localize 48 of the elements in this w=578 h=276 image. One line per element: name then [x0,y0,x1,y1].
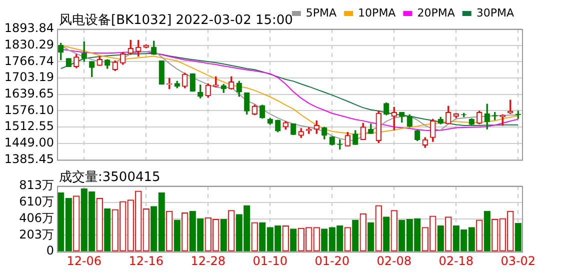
y-tick-label: 1576.10 [4,102,54,117]
x-tick-label: 01-10 [252,254,288,268]
y-tick-label: 1893.84 [4,21,54,36]
x-tick-label: 02-08 [376,254,412,268]
legend-label: 20PMA [417,6,456,20]
bar [236,214,242,252]
x-tick-label: 12-28 [190,254,226,268]
y-tick-label: 0 [46,244,54,258]
bar [437,225,444,252]
bar [336,225,344,252]
y-tick-label: 1766.74 [4,54,54,68]
y-tick-label: 1703.19 [4,70,54,84]
bar [220,218,227,252]
legend-label: 30PMA [476,6,514,20]
chart-title: 风电设备[BK1032] 2022-03-02 15:00 [59,12,293,28]
bar [484,210,490,252]
x-tick-label: 02-18 [438,254,474,268]
bar [514,223,522,252]
bar [197,218,204,252]
bar [452,225,460,252]
legend-label: 10PMA [358,6,396,20]
chart-title: 成交量:3500415 [59,168,160,185]
y-tick-label: 1385.45 [4,152,54,166]
y-tick-label: 1512.55 [4,119,54,134]
bar [274,225,282,252]
bar [174,220,180,252]
y-tick-label: 406万 [19,210,54,225]
bar [80,188,88,252]
bar [244,205,250,252]
y-tick-label: 1449.00 [4,136,54,150]
bar [290,228,297,252]
y-tick-label: 203万 [19,227,54,242]
bar [88,192,96,252]
x-tick-label: 12-06 [66,254,102,268]
bar [352,220,359,252]
y-tick-label: 1639.65 [4,86,54,101]
x-tick-label: 12-16 [128,254,164,268]
y-tick-label: 610万 [19,194,54,209]
bar [414,218,421,252]
x-tick-label: 01-20 [314,254,350,268]
y-tick-label: 1830.29 [4,37,54,52]
bar [104,208,111,252]
bar [368,222,374,252]
x-tick-label: 03-02 [500,254,536,268]
y-tick-label: 813万 [19,178,54,192]
legend-label: 5PMA [306,6,338,20]
bar [189,210,196,252]
bar [383,216,390,252]
